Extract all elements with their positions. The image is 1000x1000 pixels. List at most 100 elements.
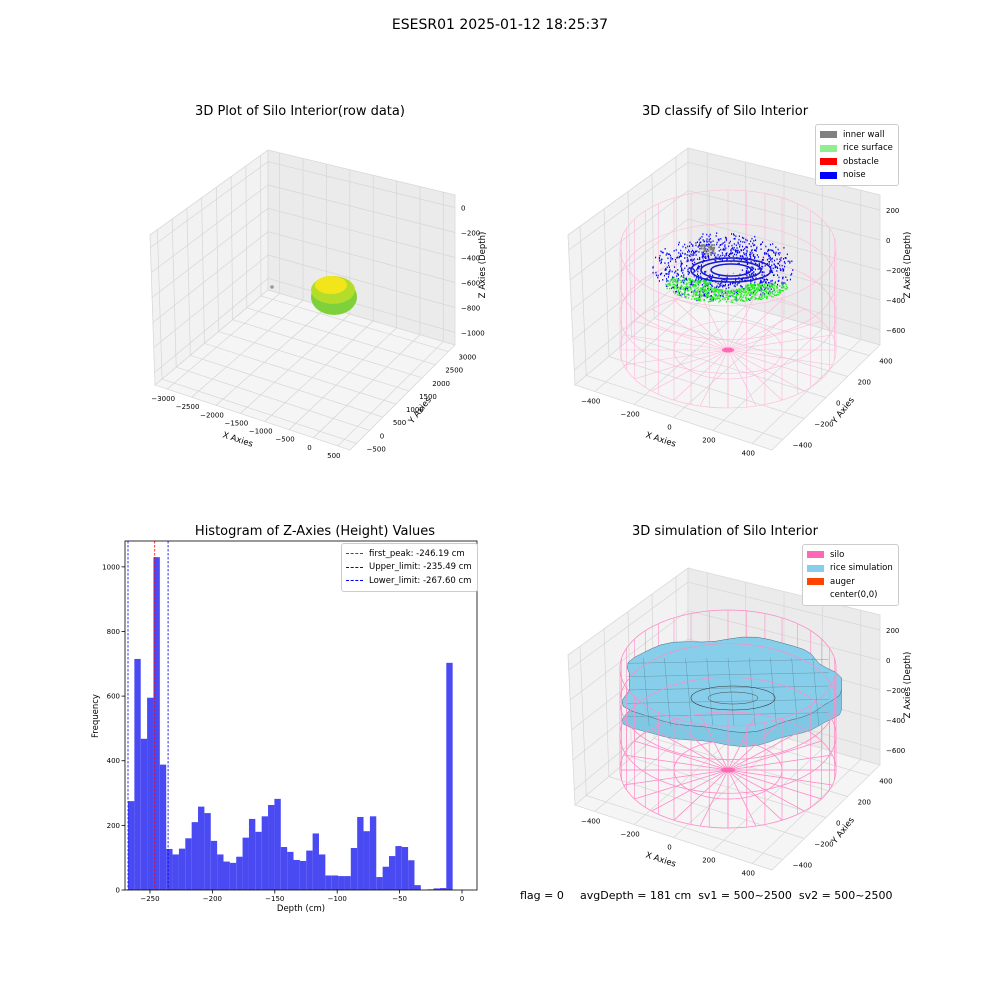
rice-surface-point [782,290,785,292]
noise-point [777,262,779,265]
noise-point [678,256,680,259]
surface-mesh-line [627,659,829,664]
rice-surface-point [773,293,775,295]
rice-surface-point [708,289,710,291]
legend-item-rice-surface: rice surface [820,142,893,156]
rice-surface-point [763,286,765,288]
rice-surface-point [692,293,695,295]
noise-point [723,285,725,287]
rice-surface-point [685,297,687,299]
rice-surface-point [733,299,735,301]
noise-point [758,262,760,265]
rice-surface-point [693,298,696,300]
histogram-bar [166,848,173,890]
legend-patch [820,144,837,152]
histogram-legend: first_peak: -246.19 cm Upper_limit: -235… [341,543,478,592]
surface-mesh-line [643,657,650,727]
noise-point [715,294,717,296]
noise-point [771,264,773,267]
rice-surface-point [729,292,731,294]
rice-surface-point [759,297,761,299]
noise-point [660,261,662,263]
plot2-y-tick-label: −200 [814,421,833,429]
plot2-x-tick-label: 200 [702,437,715,445]
noise-point [715,281,717,283]
rice-surface-point [727,295,730,298]
noise-point [681,262,683,265]
noise-point [717,238,719,241]
legend-patch [820,158,837,166]
plot2-ylabel: Y Axies [829,395,857,427]
rice-surface-point [770,285,773,287]
rice-surface-point [751,298,753,300]
noise-point [728,284,730,286]
noise-point [670,260,672,263]
noise-point [696,268,698,270]
noise-point [695,251,697,253]
noise-point [693,271,695,273]
rice-surface-point [758,298,761,300]
noise-point [726,279,728,282]
rice-surface-point [731,301,734,303]
rice-surface-point [692,284,694,287]
rice-surface-point [765,290,767,292]
rice-surface-point [705,289,707,292]
noise-point [774,266,776,269]
rice-surface-point [747,284,749,286]
rice-surface-point [736,288,738,291]
rice-surface-point [666,287,668,290]
plot1-x-tick-label: −3000 [151,395,175,403]
plot4-z-tick-label: 200 [886,627,899,635]
noise-point [767,284,769,287]
noise-point [766,258,768,261]
inner-wall-point [701,244,704,246]
noise-point [724,241,726,243]
noise-point [721,279,723,282]
rice-surface-point [752,284,754,286]
noise-point [666,252,668,255]
rice-surface-point [667,280,669,283]
rice-surface-point [705,295,707,297]
noise-point [700,241,702,244]
noise-point [732,247,734,249]
rice-surface-point [736,300,738,302]
noise-point [661,258,663,261]
rice-surface-point [688,279,691,281]
rice-surface-point [714,288,716,290]
noise-point [686,265,688,267]
noise-point [779,260,781,263]
noise-point [736,284,738,286]
rice-surface-point [692,295,694,298]
legend-label: silo [830,549,845,560]
noise-point [727,254,729,257]
rice-surface-point [710,290,713,292]
inner-wall-point [709,251,712,254]
noise-point [764,293,766,295]
figure-title: ESESR01 2025-01-12 18:25:37 [391,17,609,33]
rice-surface-point [692,285,694,287]
rice-surface-point [677,290,680,293]
rice-surface-point [763,295,765,297]
noise-point [706,233,708,236]
noise-point [696,269,698,271]
rice-surface-point [690,284,692,287]
rice-surface-point [694,291,696,293]
rice-surface-point [748,288,750,290]
noise-point [693,251,695,254]
noise-point [749,255,751,257]
rice-surface-point [725,290,727,292]
rice-surface-point [688,294,690,296]
noise-point [668,273,670,276]
rice-surface-point [750,285,752,288]
noise-point [732,255,734,257]
noise-point [750,282,752,285]
noise-point [725,253,727,255]
rice-surface-point [753,283,756,286]
noise-point [750,257,752,259]
legend-item-lower-limit: Lower_limit: -267.60 cm [346,574,472,588]
noise-point [733,258,735,261]
rice-surface-point [752,287,754,289]
rice-surface-point [703,299,705,301]
histogram-bar [376,877,383,890]
noise-point [672,277,674,279]
